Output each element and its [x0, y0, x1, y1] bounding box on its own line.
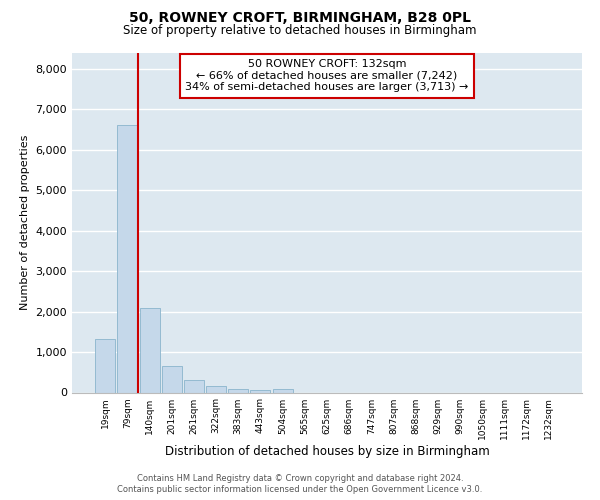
X-axis label: Distribution of detached houses by size in Birmingham: Distribution of detached houses by size …	[164, 445, 490, 458]
Bar	[95, 339, 115, 392]
Bar	[206, 386, 226, 392]
Bar	[250, 390, 271, 392]
Y-axis label: Number of detached properties: Number of detached properties	[20, 135, 30, 310]
Bar	[140, 308, 160, 392]
Bar	[162, 366, 182, 392]
Bar	[228, 389, 248, 392]
Bar	[184, 380, 204, 392]
Text: Size of property relative to detached houses in Birmingham: Size of property relative to detached ho…	[123, 24, 477, 37]
Text: 50, ROWNEY CROFT, BIRMINGHAM, B28 0PL: 50, ROWNEY CROFT, BIRMINGHAM, B28 0PL	[129, 11, 471, 25]
Bar	[118, 124, 137, 392]
Text: Contains HM Land Registry data © Crown copyright and database right 2024.
Contai: Contains HM Land Registry data © Crown c…	[118, 474, 482, 494]
Text: 50 ROWNEY CROFT: 132sqm
← 66% of detached houses are smaller (7,242)
34% of semi: 50 ROWNEY CROFT: 132sqm ← 66% of detache…	[185, 60, 469, 92]
Bar	[272, 389, 293, 392]
